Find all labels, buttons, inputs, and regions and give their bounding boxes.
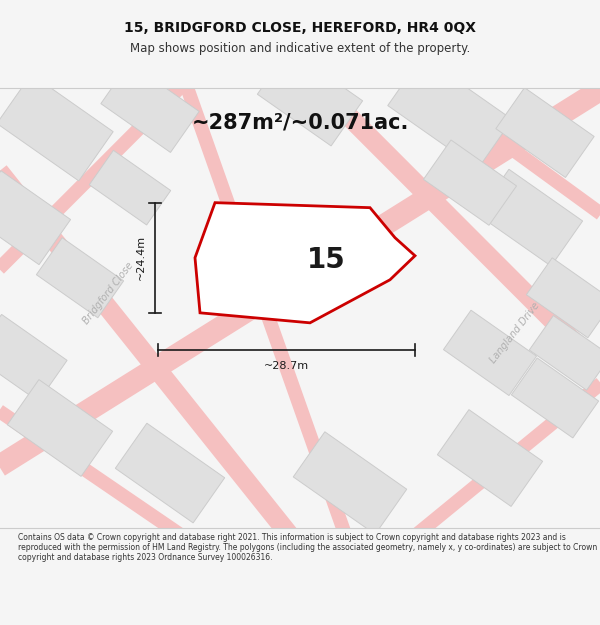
Polygon shape [115,423,224,523]
Polygon shape [443,310,536,396]
Polygon shape [0,314,67,401]
Polygon shape [7,379,113,476]
Polygon shape [101,62,199,152]
Text: 15, BRIDGFORD CLOSE, HEREFORD, HR4 0QX: 15, BRIDGFORD CLOSE, HEREFORD, HR4 0QX [124,21,476,34]
Text: ~287m²/~0.071ac.: ~287m²/~0.071ac. [191,112,409,132]
Polygon shape [0,74,113,181]
Polygon shape [496,88,594,178]
Text: Bridgford Close: Bridgford Close [81,260,135,326]
Text: 15: 15 [307,246,346,274]
Polygon shape [437,409,542,506]
Polygon shape [388,56,512,169]
Text: ~24.4m: ~24.4m [136,235,146,280]
Polygon shape [0,171,71,264]
Text: Langland Drive: Langland Drive [488,301,542,365]
Polygon shape [529,316,600,390]
Polygon shape [511,358,599,438]
Polygon shape [37,238,124,318]
Polygon shape [293,432,407,534]
Polygon shape [478,169,583,266]
Text: Map shows position and indicative extent of the property.: Map shows position and indicative extent… [130,42,470,54]
Polygon shape [424,140,517,225]
Text: Contains OS data © Crown copyright and database right 2021. This information is : Contains OS data © Crown copyright and d… [18,532,597,562]
Polygon shape [526,258,600,338]
Polygon shape [257,49,362,146]
Text: ~28.7m: ~28.7m [264,361,309,371]
Polygon shape [89,150,171,225]
Polygon shape [195,202,415,323]
